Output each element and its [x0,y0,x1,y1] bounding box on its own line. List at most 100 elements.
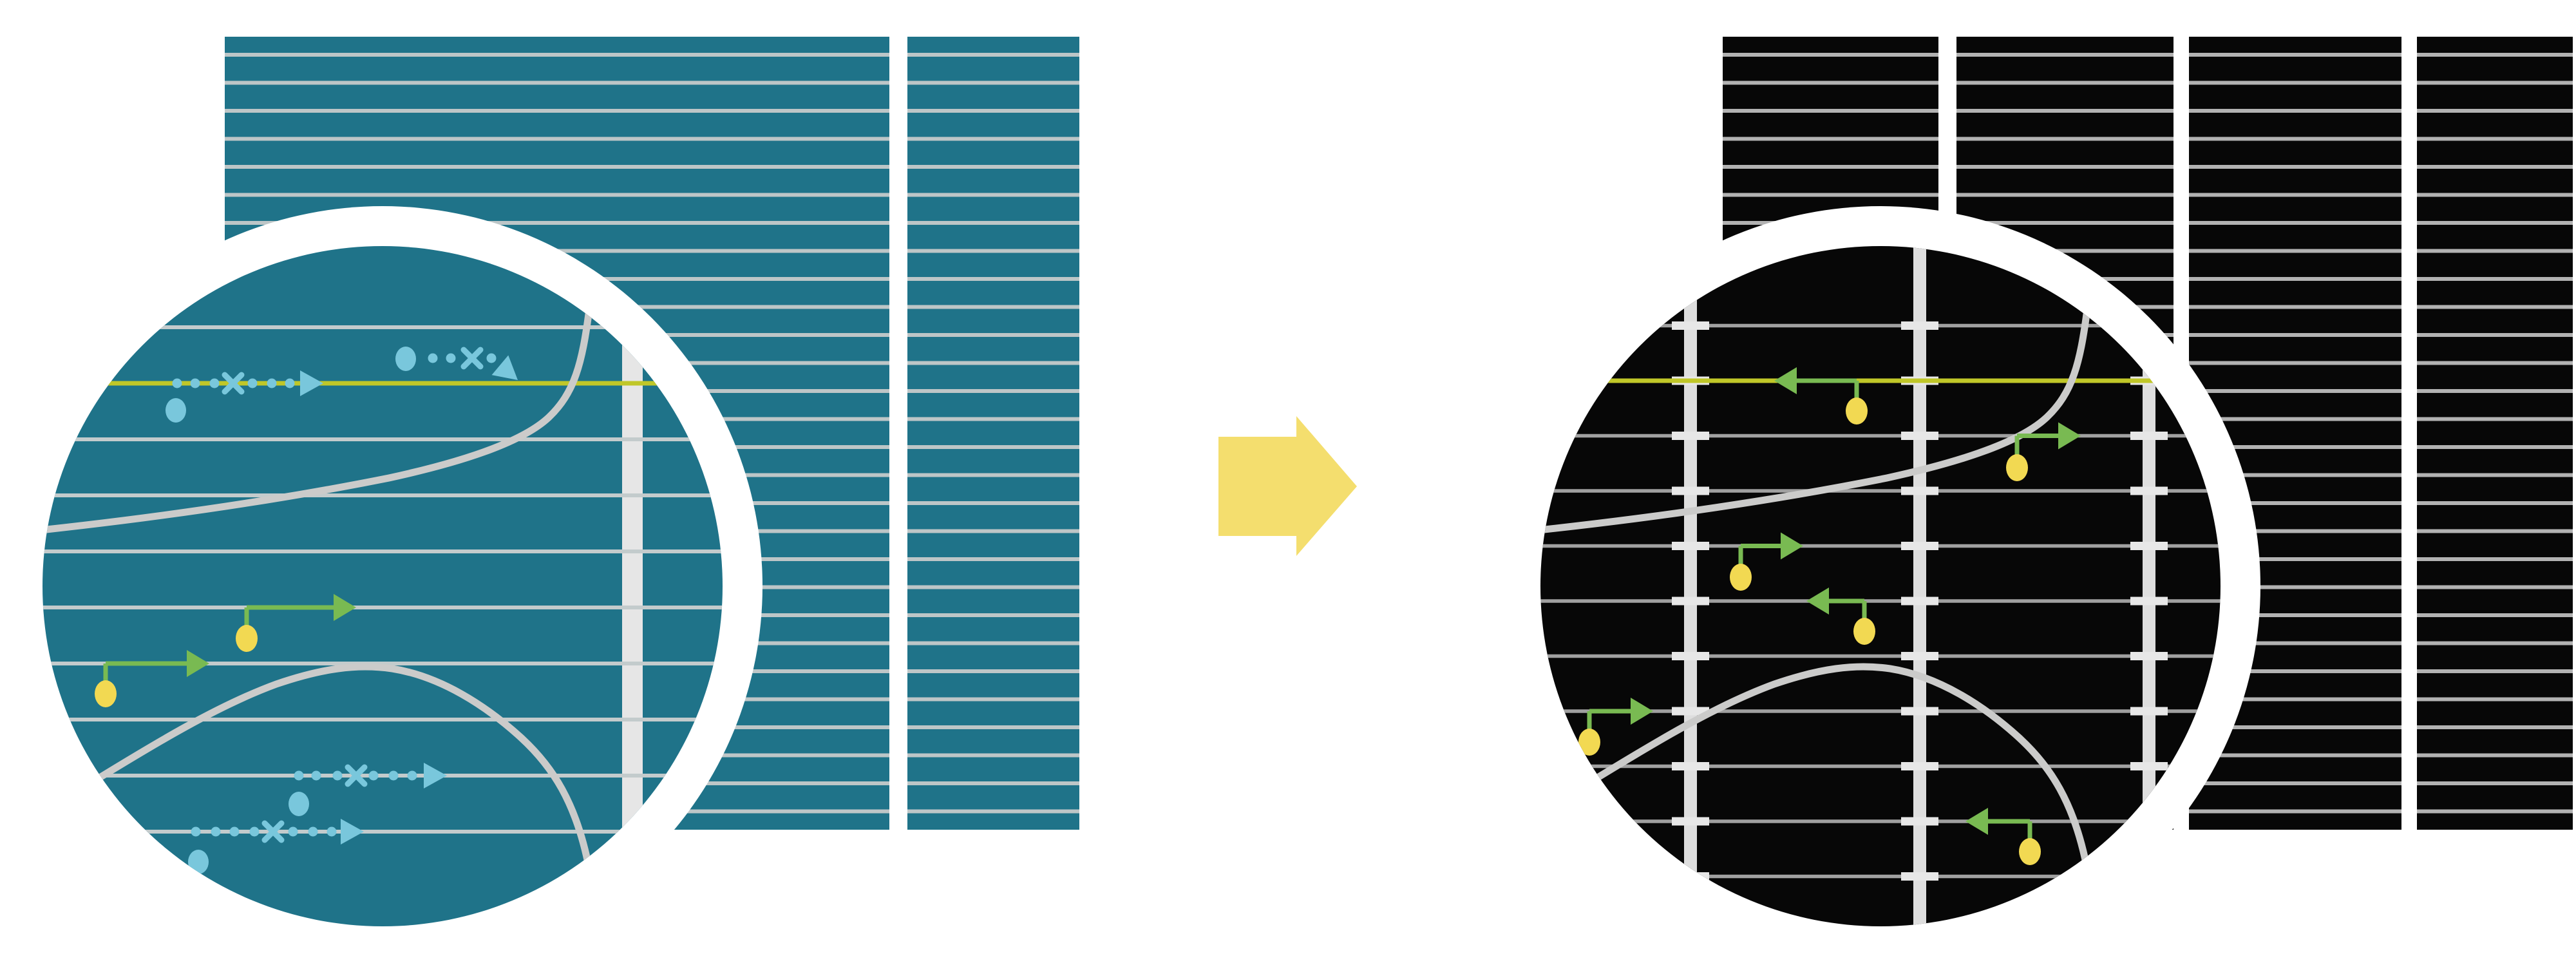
electron-arrowhead [300,370,323,396]
right-solar-cell-fingers [2189,53,2401,814]
electron-dot [332,770,343,781]
electron-trail [166,370,323,423]
cell-finger [1956,165,2174,169]
cell-finger [1956,53,2174,57]
electron-dot [211,826,221,837]
busbar-pad [1672,486,1709,495]
hole-dot [236,625,258,652]
electron-dot [190,378,200,388]
busbar-pad [1901,321,1938,330]
cell-finger [1723,165,1938,169]
cell-finger [2417,389,2573,393]
cell-finger [2417,501,2573,505]
electron-dot [327,826,337,837]
cell-finger [2417,137,2573,141]
cell-finger [2189,445,2401,449]
hole-dot [1846,397,1868,425]
magnified-finger [43,774,723,778]
grain-boundary-curve [1540,305,2091,535]
cell-finger [907,809,1079,814]
electron-dot-large [166,398,186,423]
cell-finger [2189,473,2401,477]
hole-arrow [1774,367,1868,425]
transition-arrow [1218,416,1357,556]
busbar-pad [1901,432,1938,440]
busbar-pad [2130,486,2168,495]
right-magnifier [1501,206,2260,966]
busbar-pad [1901,872,1938,881]
cell-finger [2189,165,2401,169]
cell-finger [2189,137,2401,141]
left-magnifier [3,206,762,966]
electron-dot-large [395,347,416,371]
cell-finger [907,193,1079,197]
electron-dot [311,770,321,781]
cell-finger [2189,781,2401,785]
right-solar-cell-segment [2417,37,2573,830]
cell-finger [2417,277,2573,281]
busbar-pad [2130,652,2168,660]
magnified-wafer [43,246,723,926]
cell-finger [2417,725,2573,729]
cell-finger [907,249,1079,253]
cell-finger [2189,725,2401,729]
left-solar-cell-segment [907,37,1079,830]
cell-finger [907,221,1079,225]
cell-finger [225,221,889,225]
cell-finger [1956,109,2174,113]
magnified-finger [43,830,723,834]
cell-finger [2189,501,2401,505]
magnified-finger [1540,764,2221,769]
cell-finger [907,389,1079,393]
cell-finger [907,305,1079,309]
cell-finger [2417,585,2573,589]
busbar-pad [1672,707,1709,716]
cell-finger [2417,529,2573,533]
magnified-finger [1540,654,2221,658]
busbar-pad [1672,542,1709,550]
cell-finger [2417,361,2573,365]
cell-finger [2417,165,2573,169]
cell-finger [907,165,1079,169]
hole-dot [1578,729,1600,756]
cell-finger [2189,109,2401,113]
cell-finger [225,193,889,197]
electron-dot [267,378,277,388]
cell-finger [2189,221,2401,225]
electron-dot [229,826,240,837]
cell-finger [225,53,889,57]
cell-finger [907,361,1079,365]
busbar-pad [1672,321,1709,330]
hole-arrowhead [1806,587,1829,615]
grain-boundary-curve [43,305,593,535]
cell-finger [907,725,1079,729]
cell-finger [2189,613,2401,617]
electron-dot [407,770,417,781]
electron-dot [288,826,298,837]
right-magnifier-view [1540,246,2221,926]
electron-dot [368,770,379,781]
cell-finger [907,109,1079,113]
busbar-pad [2130,707,2168,716]
cell-finger [2417,417,2573,421]
cell-finger [2189,641,2401,645]
busbar-pad [1901,707,1938,716]
cell-finger [907,417,1079,421]
cell-finger [2417,305,2573,309]
hole-arrow [236,594,356,652]
cell-finger [907,669,1079,673]
cell-finger [2417,669,2573,673]
magnified-finger [43,493,723,497]
magnified-finger [43,437,723,441]
cell-finger [2189,669,2401,673]
cell-finger [2417,809,2573,814]
cell-finger [2189,697,2401,702]
cell-finger [2189,333,2401,337]
highlighted-finger [43,381,723,386]
cell-finger [2417,193,2573,197]
hole-arrowhead [1774,367,1797,394]
hole-arrowhead [334,594,356,621]
electron-trail [289,763,447,816]
cell-finger [1956,249,2174,253]
cell-finger [907,473,1079,477]
